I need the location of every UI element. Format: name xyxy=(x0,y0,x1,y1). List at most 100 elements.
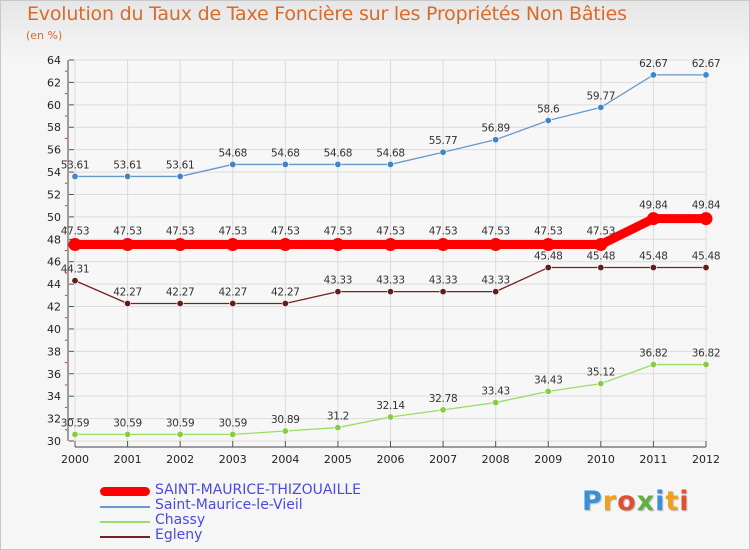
data-point xyxy=(71,172,79,180)
x-tick-label: 2007 xyxy=(429,453,457,466)
y-tick-label: 34 xyxy=(47,390,61,403)
x-tick-label: 2005 xyxy=(324,453,352,466)
logo-letter: t xyxy=(665,486,680,517)
x-tick-label: 2004 xyxy=(271,453,299,466)
data-point xyxy=(699,212,713,226)
y-tick-label: 42 xyxy=(47,301,61,314)
data-point xyxy=(281,160,289,168)
data-point xyxy=(331,238,345,252)
data-label: 47.53 xyxy=(113,226,142,238)
data-point xyxy=(544,264,552,272)
y-tick-label: 30 xyxy=(47,435,61,448)
x-tick-label: 2008 xyxy=(482,453,510,466)
data-label: 47.53 xyxy=(481,226,510,238)
data-label: 31.2 xyxy=(327,411,349,423)
data-label: 49.84 xyxy=(692,200,721,212)
data-point xyxy=(124,430,132,438)
data-point xyxy=(702,264,710,272)
x-tick-label: 2002 xyxy=(166,453,194,466)
data-label: 42.27 xyxy=(271,287,300,299)
data-label: 36.82 xyxy=(639,348,668,360)
data-point xyxy=(544,387,552,395)
data-label: 30.59 xyxy=(113,417,142,429)
y-tick-label: 58 xyxy=(47,121,61,134)
data-point xyxy=(278,238,292,252)
data-label: 54.68 xyxy=(376,147,405,159)
data-point xyxy=(649,71,657,79)
y-tick-label: 48 xyxy=(47,233,61,246)
data-point xyxy=(68,238,82,252)
y-tick-label: 56 xyxy=(47,144,61,157)
y-tick-label: 62 xyxy=(47,76,61,89)
data-label: 43.33 xyxy=(481,275,510,287)
data-label: 43.33 xyxy=(429,275,458,287)
x-tick-label: 2012 xyxy=(692,453,720,466)
data-point xyxy=(649,264,657,272)
data-point xyxy=(489,238,503,252)
data-point xyxy=(124,300,132,308)
data-label: 35.12 xyxy=(587,367,616,379)
data-point xyxy=(646,212,660,226)
data-point xyxy=(121,238,135,252)
data-point xyxy=(439,406,447,414)
data-point xyxy=(176,172,184,180)
data-point xyxy=(176,300,184,308)
data-label: 47.53 xyxy=(218,226,247,238)
y-tick-label: 60 xyxy=(47,99,61,112)
logo-letter: i xyxy=(679,486,690,517)
data-label: 47.53 xyxy=(61,226,90,238)
data-label: 53.61 xyxy=(61,159,90,171)
x-tick-label: 2003 xyxy=(219,453,247,466)
data-point xyxy=(597,380,605,388)
data-point xyxy=(384,238,397,252)
data-point xyxy=(71,430,79,438)
x-tick-label: 2000 xyxy=(61,453,89,466)
data-label: 42.27 xyxy=(113,287,142,299)
data-point xyxy=(71,277,79,285)
y-tick-label: 46 xyxy=(47,256,61,269)
chart-title: Evolution du Taux de Taxe Foncière sur l… xyxy=(27,3,627,25)
legend-label: Chassy xyxy=(155,512,206,528)
data-label: 42.27 xyxy=(218,287,247,299)
data-point xyxy=(334,160,342,168)
data-label: 32.14 xyxy=(376,400,405,412)
data-label: 43.33 xyxy=(376,275,405,287)
y-tick-label: 64 xyxy=(47,54,61,67)
data-point xyxy=(439,288,447,296)
data-label: 33.43 xyxy=(481,386,510,398)
data-point xyxy=(386,413,394,421)
data-point xyxy=(334,424,342,432)
data-point xyxy=(439,148,447,156)
data-point xyxy=(702,71,710,79)
data-label: 45.48 xyxy=(534,251,563,263)
data-label: 56.89 xyxy=(481,123,510,135)
data-label: 30.59 xyxy=(61,417,90,429)
data-label: 42.27 xyxy=(166,287,195,299)
data-label: 62.67 xyxy=(639,58,668,70)
data-label: 54.68 xyxy=(324,147,353,159)
data-point xyxy=(386,160,394,168)
data-label: 36.82 xyxy=(692,348,721,360)
legend-swatch xyxy=(100,487,150,496)
legend-swatch xyxy=(100,536,150,538)
data-label: 44.31 xyxy=(61,264,90,276)
data-label: 30.89 xyxy=(271,414,300,426)
data-point xyxy=(226,238,240,252)
y-tick-label: 38 xyxy=(47,345,61,358)
data-point xyxy=(229,160,237,168)
data-label: 30.59 xyxy=(218,417,247,429)
data-label: 45.48 xyxy=(587,251,616,263)
data-label: 47.53 xyxy=(376,226,405,238)
data-point xyxy=(541,238,555,252)
legend-label: Saint-Maurice-le-Vieil xyxy=(155,497,303,513)
legend-label: Egleny xyxy=(155,527,203,543)
data-point xyxy=(597,264,605,272)
logo-letter: i xyxy=(655,486,666,517)
data-label: 59.77 xyxy=(587,90,616,102)
data-label: 47.53 xyxy=(534,226,563,238)
data-point xyxy=(124,172,132,180)
data-point xyxy=(544,117,552,125)
x-tick-label: 2001 xyxy=(114,453,142,466)
data-label: 55.77 xyxy=(429,135,458,147)
